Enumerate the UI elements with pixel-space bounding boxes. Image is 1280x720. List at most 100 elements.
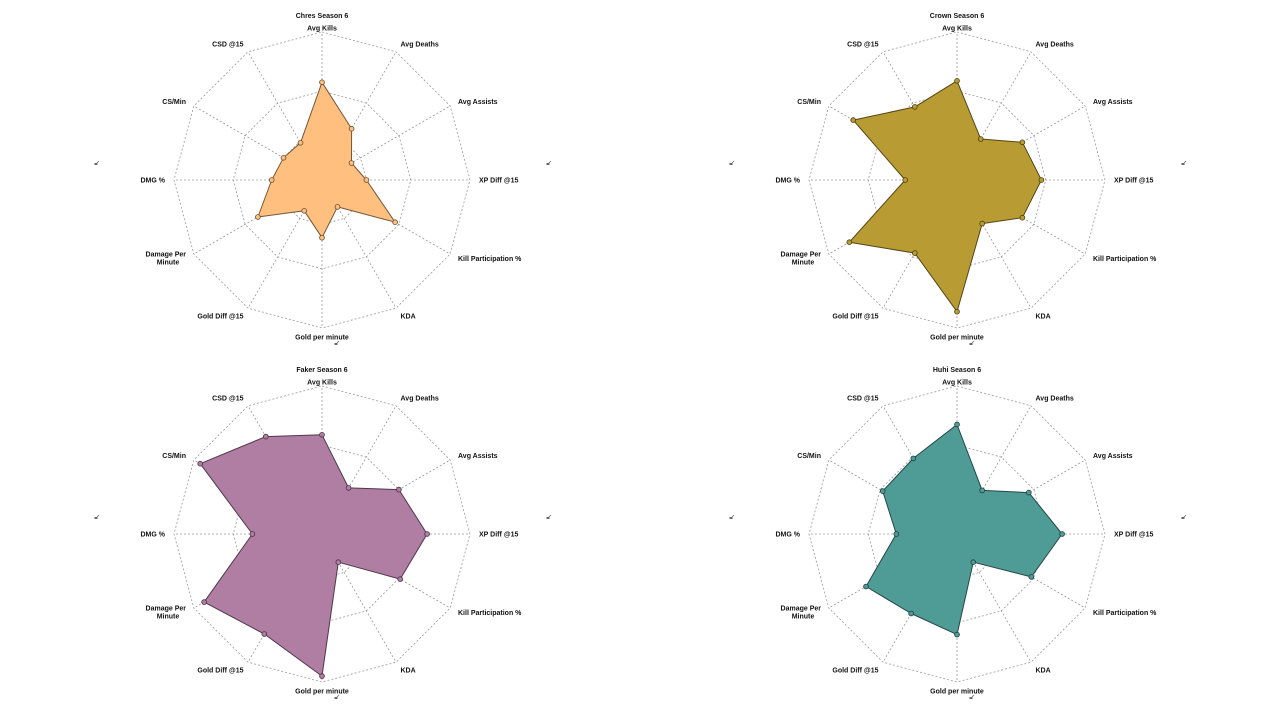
axis-label-gold-per-minute: Gold per minute (295, 689, 349, 696)
data-point-damage-per-minute (863, 583, 869, 590)
data-point-gold-per-minute (954, 308, 960, 315)
data-point-avg-deaths (979, 487, 985, 494)
data-point-xp-diff-15 (1038, 177, 1045, 183)
data-point-csd-15 (262, 433, 269, 440)
axis-label-dmg: DMG % (776, 532, 801, 539)
axis-label-kda: KDA (401, 314, 416, 321)
data-point-gold-diff-15 (908, 610, 914, 617)
axis-label-dmg: DMG % (141, 178, 166, 185)
data-point-cs-min (850, 117, 856, 123)
pin-icon (1181, 160, 1187, 165)
data-point-cs-min (280, 155, 287, 161)
pin-icon (1181, 514, 1187, 519)
data-point-kill-participation (397, 576, 404, 582)
axis-label-kda: KDA (1036, 314, 1051, 321)
data-point-kill-participation (1028, 574, 1035, 580)
data-point-cs-min (197, 460, 204, 467)
axis-label-xp-diff-15: XP Diff @15 (479, 532, 518, 539)
axis-label-avg-kills: Avg Kills (942, 380, 972, 387)
data-point-damage-per-minute (846, 239, 853, 246)
data-point-xp-diff-15 (363, 177, 370, 183)
axis-label-xp-diff-15: XP Diff @15 (1114, 178, 1153, 185)
axis-label-kill-participation: Kill Participation % (1093, 610, 1157, 617)
data-point-avg-kills (319, 79, 325, 86)
data-point-avg-kills (319, 431, 325, 438)
data-point-csd-15 (910, 455, 917, 462)
axis-label-kda: KDA (401, 668, 416, 675)
axis-label-gold-diff-15: Gold Diff @15 (197, 314, 243, 321)
pin-icon (334, 694, 340, 699)
axis-label-gold-per-minute: Gold per minute (295, 335, 349, 342)
pin-icon (546, 514, 552, 519)
axis-label-avg-assists: Avg Assists (1093, 453, 1133, 460)
pin-icon (729, 514, 735, 519)
data-area (257, 81, 396, 239)
axis-label-kill-participation: Kill Participation % (458, 610, 522, 617)
data-point-avg-kills (954, 421, 960, 428)
axis-label-gold-diff-15: Gold Diff @15 (832, 314, 878, 321)
data-point-avg-assists (1019, 139, 1026, 146)
data-point-damage-per-minute (201, 599, 207, 605)
axis-label-gold-diff-15: Gold Diff @15 (197, 668, 243, 675)
data-point-avg-deaths (348, 125, 355, 132)
axis-label-xp-diff-15: XP Diff @15 (479, 178, 518, 185)
data-point-avg-kills (954, 78, 960, 84)
data-point-gold-per-minute (319, 234, 325, 241)
axis-label-csd-15: CSD @15 (212, 396, 243, 403)
data-point-kill-participation (392, 219, 398, 226)
axis-label-damage-per-minute: Damage Per Minute (781, 606, 822, 621)
data-point-kda (335, 559, 342, 565)
axis-label-avg-assists: Avg Assists (458, 453, 498, 460)
axis-label-avg-kills: Avg Kills (942, 26, 972, 33)
data-point-xp-diff-15 (1059, 531, 1065, 537)
data-point-kda (334, 204, 341, 210)
axis-label-avg-deaths: Avg Deaths (401, 42, 439, 49)
axis-label-kda: KDA (1036, 668, 1051, 675)
data-point-dmg (268, 177, 275, 183)
axis-label-gold-diff-15: Gold Diff @15 (832, 668, 878, 675)
axis-label-avg-deaths: Avg Deaths (401, 396, 439, 403)
axis-label-dmg: DMG % (776, 178, 801, 185)
axis-label-cs-min: CS/Min (162, 453, 186, 460)
data-point-avg-deaths (345, 485, 352, 491)
axis-label-gold-per-minute: Gold per minute (930, 689, 984, 696)
data-point-csd-15 (297, 140, 304, 146)
chart-title: Huhi Season 6 (933, 367, 981, 374)
pin-icon (969, 340, 975, 345)
data-point-avg-assists (348, 160, 355, 166)
data-point-kda (979, 220, 985, 227)
axis-label-cs-min: CS/Min (162, 99, 186, 106)
pin-icon (546, 160, 552, 165)
radar-huhi-season-6: Avg Kills Avg Deaths Avg Assists XP Diff @1… (729, 367, 1187, 699)
axis-label-avg-deaths: Avg Deaths (1036, 396, 1074, 403)
data-point-avg-deaths (977, 136, 984, 142)
axis-label-cs-min: CS/Min (797, 99, 821, 106)
data-point-cs-min (879, 488, 886, 494)
data-point-gold-diff-15 (911, 250, 918, 256)
axis-label-cs-min: CS/Min (797, 453, 821, 460)
axis-label-csd-15: CSD @15 (847, 396, 878, 403)
axis-label-xp-diff-15: XP Diff @15 (1114, 532, 1153, 539)
pin-icon (729, 160, 735, 165)
pin-icon (94, 514, 100, 519)
radar-chres-season-6: Avg Kills Avg Deaths Avg Assists XP Diff @1… (94, 13, 552, 345)
data-point-dmg (249, 531, 256, 537)
axis-label-avg-deaths: Avg Deaths (1036, 42, 1074, 49)
axis-label-dmg: DMG % (141, 532, 166, 539)
axis-label-csd-15: CSD @15 (847, 42, 878, 49)
data-point-gold-per-minute (954, 631, 960, 638)
data-point-damage-per-minute (255, 214, 261, 220)
axis-label-avg-assists: Avg Assists (458, 99, 498, 106)
data-area (199, 434, 428, 677)
radar-crown-season-6: Avg Kills Avg Deaths Avg Assists XP Diff @1… (729, 13, 1187, 345)
data-point-csd-15 (911, 104, 918, 110)
axis-label-avg-kills: Avg Kills (307, 380, 337, 387)
axis-label-avg-kills: Avg Kills (307, 26, 337, 33)
data-point-kill-participation (1019, 214, 1026, 221)
data-point-dmg (893, 531, 900, 537)
data-point-gold-diff-15 (261, 631, 268, 637)
data-point-gold-diff-15 (301, 208, 308, 214)
data-point-kda (970, 559, 977, 565)
axis-label-gold-per-minute: Gold per minute (930, 335, 984, 342)
